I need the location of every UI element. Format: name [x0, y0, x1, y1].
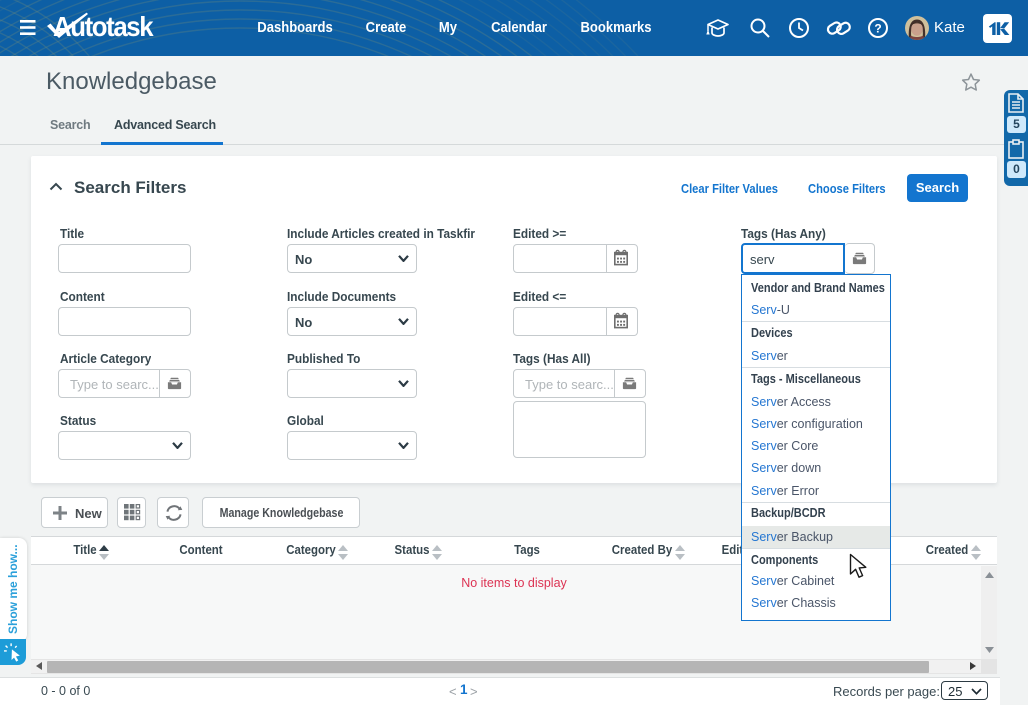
svg-text:?: ? [874, 22, 881, 36]
